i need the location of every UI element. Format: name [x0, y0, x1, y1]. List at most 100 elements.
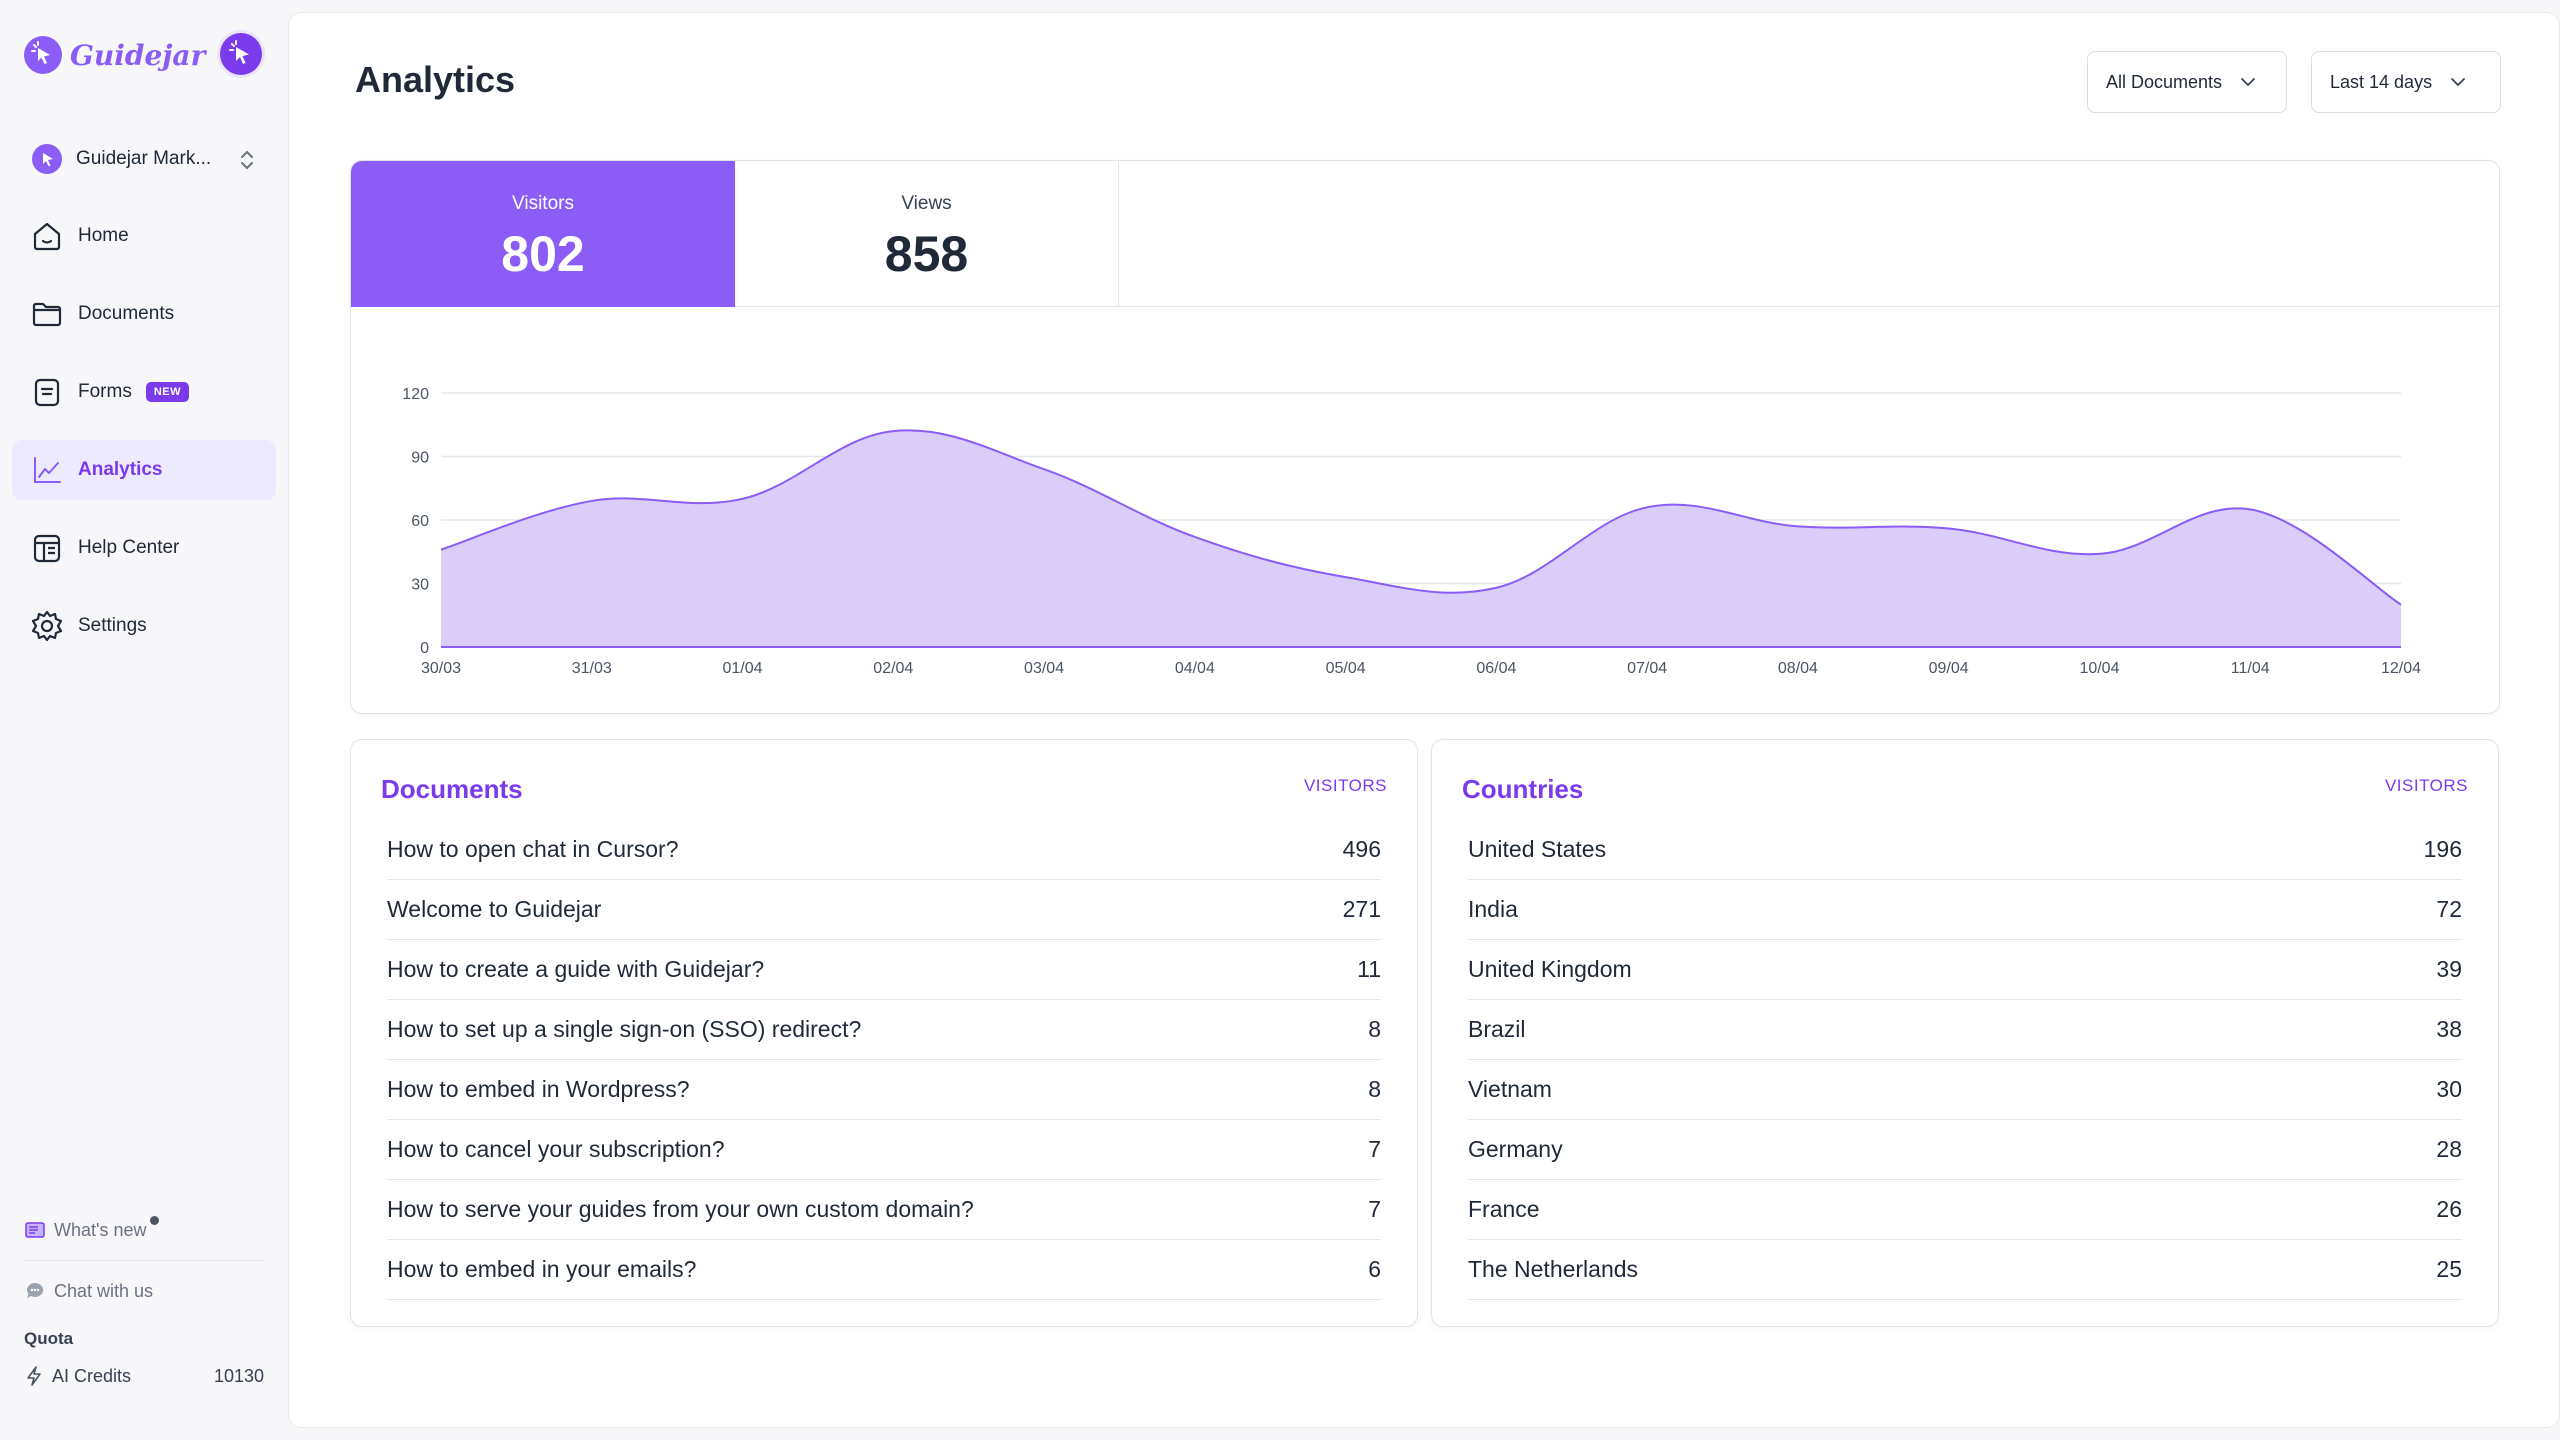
- country-row[interactable]: The Netherlands 25: [1468, 1240, 2462, 1300]
- document-row[interactable]: How to cancel your subscription? 7: [387, 1120, 1381, 1180]
- sidebar-bottom: What's new Chat with us Quota AI Credits…: [24, 1212, 264, 1387]
- document-row[interactable]: How to embed in your emails? 6: [387, 1240, 1381, 1300]
- sidebar-item-label: Home: [78, 225, 129, 246]
- document-row[interactable]: How to serve your guides from your own c…: [387, 1180, 1381, 1240]
- row-name: Germany: [1468, 1136, 1563, 1162]
- sidebar-nav: Home Documents Forms NEW Analytics Hel: [12, 206, 276, 674]
- brand-name: Guidejar: [70, 38, 206, 72]
- row-value: 496: [1342, 836, 1381, 862]
- row-value: 271: [1342, 896, 1381, 922]
- country-row[interactable]: Vietnam 30: [1468, 1060, 2462, 1120]
- row-value: 8: [1368, 1076, 1381, 1102]
- document-row[interactable]: How to embed in Wordpress? 8: [387, 1060, 1381, 1120]
- x-tick-label: 10/04: [2079, 660, 2119, 677]
- sidebar-item-label: Forms: [78, 381, 132, 402]
- page-title: Analytics: [355, 59, 516, 100]
- y-tick-label: 30: [411, 577, 429, 594]
- x-tick-label: 07/04: [1627, 660, 1667, 677]
- home-icon: [30, 219, 64, 253]
- row-name: India: [1468, 896, 1518, 922]
- new-badge: NEW: [145, 382, 189, 402]
- countries-list: United States 196 India 72 United Kingdom 39 B…: [1468, 820, 2462, 1300]
- main-panel: Analytics All Documents Last 14 days Vis…: [288, 12, 2560, 1428]
- tab-views[interactable]: Views 858: [735, 161, 1119, 307]
- sidebar-item-forms[interactable]: Forms NEW: [12, 362, 276, 422]
- workspace-avatar: [32, 144, 62, 174]
- x-tick-label: 04/04: [1175, 660, 1215, 677]
- documents-title: Documents: [381, 774, 523, 804]
- views-value: 858: [884, 226, 969, 282]
- row-name: How to set up a single sign-on (SSO) red…: [387, 1016, 862, 1042]
- user-avatar[interactable]: [220, 33, 262, 75]
- y-tick-label: 0: [420, 640, 429, 657]
- country-row[interactable]: United Kingdom 39: [1468, 940, 2462, 1000]
- brand[interactable]: Guidejar: [24, 36, 205, 74]
- sidebar-item-help-center[interactable]: Help Center: [12, 518, 276, 578]
- x-tick-label: 08/04: [1778, 660, 1818, 677]
- x-tick-label: 05/04: [1326, 660, 1366, 677]
- documents-card: Documents VISITORS How to open chat in C…: [350, 739, 1418, 1327]
- chevron-up-down-icon: [241, 151, 253, 169]
- chat-link[interactable]: Chat with us: [24, 1273, 264, 1309]
- row-name: How to create a guide with Guidejar?: [387, 956, 765, 982]
- y-tick-label: 90: [411, 450, 429, 467]
- row-value: 28: [2436, 1136, 2462, 1162]
- workspace-switcher[interactable]: Guidejar Mark...: [32, 142, 256, 176]
- row-value: 30: [2436, 1076, 2462, 1102]
- divider: [24, 1260, 264, 1261]
- country-row[interactable]: India 72: [1468, 880, 2462, 940]
- chart-card: Visitors 802 Views 858 0 30 60 90 120 30/03 31…: [350, 160, 2500, 714]
- workspace-name: Guidejar Mark...: [76, 148, 212, 169]
- sidebar-item-documents[interactable]: Documents: [12, 284, 276, 344]
- document-row[interactable]: Welcome to Guidejar 271: [387, 880, 1381, 940]
- views-label: Views: [901, 193, 952, 214]
- document-row[interactable]: How to open chat in Cursor? 496: [387, 820, 1381, 880]
- chevron-down-icon: [2451, 78, 2465, 87]
- row-name: The Netherlands: [1468, 1256, 1639, 1282]
- row-value: 196: [2423, 836, 2462, 862]
- whats-new-link[interactable]: What's new: [24, 1212, 264, 1248]
- x-tick-label: 02/04: [873, 660, 913, 677]
- sidebar-item-home[interactable]: Home: [12, 206, 276, 266]
- ai-credits-label: AI Credits: [52, 1365, 132, 1386]
- y-tick-label: 120: [402, 386, 429, 403]
- countries-title: Countries: [1462, 774, 1584, 804]
- sidebar-item-label: Help Center: [78, 537, 180, 558]
- row-value: 11: [1357, 956, 1381, 982]
- country-row[interactable]: United States 196: [1468, 820, 2462, 880]
- countries-card: Countries VISITORS United States 196 India…: [1431, 739, 2499, 1327]
- x-tick-label: 30/03: [421, 660, 461, 677]
- document-row[interactable]: How to create a guide with Guidejar? 11: [387, 940, 1381, 1000]
- x-tick-label: 09/04: [1929, 660, 1969, 677]
- sidebar: Guidejar Guidejar Mark... Home: [0, 0, 288, 1440]
- country-row[interactable]: Brazil 38: [1468, 1000, 2462, 1060]
- date-range-select[interactable]: Last 14 days: [2311, 51, 2501, 113]
- documents-column-header: VISITORS: [1303, 776, 1387, 795]
- row-name: United Kingdom: [1468, 956, 1632, 982]
- x-tick-label: 12/04: [2381, 660, 2421, 677]
- date-range-value: Last 14 days: [2330, 71, 2433, 92]
- x-tick-label: 06/04: [1476, 660, 1516, 677]
- chat-label: Chat with us: [54, 1280, 154, 1301]
- documents-filter-select[interactable]: All Documents: [2087, 51, 2287, 113]
- row-value: 26: [2436, 1196, 2462, 1222]
- sidebar-item-label: Documents: [78, 303, 175, 324]
- document-row[interactable]: How to set up a single sign-on (SSO) red…: [387, 1000, 1381, 1060]
- form-icon: [30, 375, 64, 409]
- sidebar-item-analytics[interactable]: Analytics: [12, 440, 276, 500]
- country-row[interactable]: France 26: [1468, 1180, 2462, 1240]
- y-tick-label: 60: [411, 513, 429, 530]
- ai-credits-row: AI Credits 10130: [24, 1365, 264, 1387]
- row-name: France: [1468, 1196, 1540, 1222]
- row-name: Vietnam: [1468, 1076, 1552, 1102]
- sidebar-item-settings[interactable]: Settings: [12, 596, 276, 656]
- row-name: How to cancel your subscription?: [387, 1136, 725, 1162]
- country-row[interactable]: Germany 28: [1468, 1120, 2462, 1180]
- tab-visitors[interactable]: Visitors 802: [351, 161, 735, 307]
- folder-icon: [30, 297, 64, 331]
- row-name: How to embed in your emails?: [387, 1256, 697, 1282]
- documents-filter-value: All Documents: [2106, 71, 2223, 92]
- visitors-label: Visitors: [512, 193, 574, 214]
- visitors-area-chart: 0 30 60 90 120 30/03 31/03 01/04 02/04 03/04 04/04…: [402, 386, 2421, 677]
- whats-new-label: What's new: [54, 1219, 147, 1240]
